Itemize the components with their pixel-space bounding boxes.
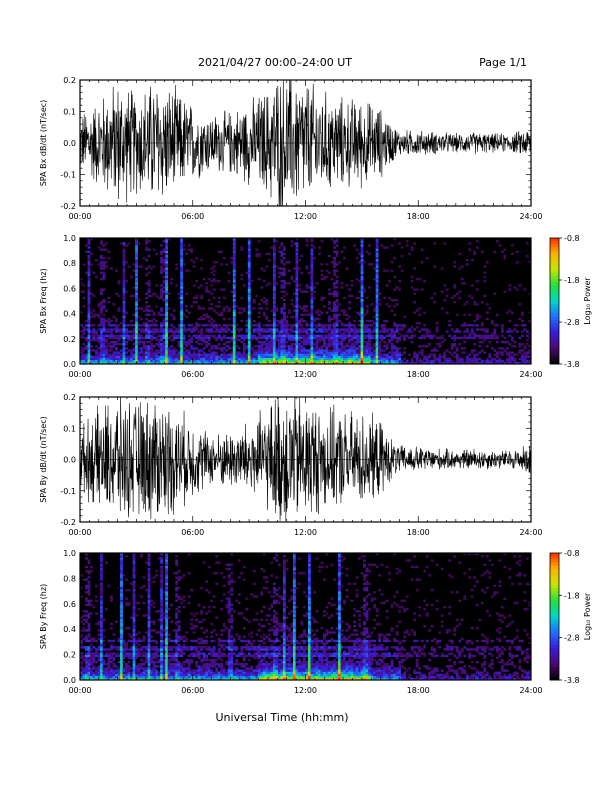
plot-area-3 <box>80 391 531 521</box>
panels: 00:00 06:00 12:00 18:00 24:00 -0.2 -0.1 0.0 0.1 0… <box>39 76 592 695</box>
y-tick-label-4-3: 0.6 <box>63 600 76 609</box>
plot-area-2 <box>80 238 531 364</box>
colorbar-tick-label-4-2: -2.8 <box>564 634 580 643</box>
colorbar-2: -0.8 -1.8 -2.8 -3.8 Log₁₀ Power <box>550 234 592 369</box>
y-tick-label-4-4: 0.8 <box>63 574 76 583</box>
x-tick-label-3-4: 24:00 <box>519 528 542 537</box>
y-tick-label-1-0: -0.2 <box>60 202 76 211</box>
colorbar-tick-label-2-1: -1.8 <box>564 276 580 285</box>
y-tick-label-1-3: 0.1 <box>63 108 76 117</box>
figure-title: 2021/04/27 00:00–24:00 UT <box>198 56 352 69</box>
colorbar-label-2: Log₁₀ Power <box>583 277 592 325</box>
x-tick-label-1-0: 00:00 <box>68 212 91 221</box>
x-tick-label-4-4: 24:00 <box>519 686 542 695</box>
x-tick-label-2-3: 18:00 <box>407 370 430 379</box>
y-axis-title-1: SPA Bx dB/dt (nT/sec) <box>39 100 48 187</box>
x-tick-label-2-0: 00:00 <box>68 370 91 379</box>
x-tick-label-4-0: 00:00 <box>68 686 91 695</box>
y-tick-label-1-4: 0.2 <box>63 76 76 85</box>
y-tick-label-4-1: 0.2 <box>63 651 76 660</box>
plot-area-1 <box>80 78 531 211</box>
panel-2: -0.8 -1.8 -2.8 -3.8 Log₁₀ Power 00:00 06:00 12:… <box>39 234 592 379</box>
x-tick-label-2-2: 12:00 <box>294 370 317 379</box>
x-tick-label-3-2: 12:00 <box>294 528 317 537</box>
colorbar-tick-label-2-0: -0.8 <box>564 234 580 243</box>
x-tick-label-4-1: 06:00 <box>181 686 204 695</box>
y-axis-title-2: SPA Bx Freq (hz) <box>39 268 48 333</box>
y-tick-label-2-5: 1.0 <box>63 234 76 243</box>
trace-line-3 <box>80 391 531 521</box>
y-tick-label-4-2: 0.4 <box>63 625 76 634</box>
y-tick-label-2-2: 0.4 <box>63 310 76 319</box>
x-tick-label-2-4: 24:00 <box>519 370 542 379</box>
trace-line-1 <box>80 78 531 211</box>
y-axis-title-4: SPA By Freq (hz) <box>39 584 48 649</box>
colorbar-tick-label-4-3: -3.8 <box>564 676 580 685</box>
panel-3: 00:00 06:00 12:00 18:00 24:00 -0.2 -0.1 0.0 0.1 0… <box>39 391 543 537</box>
x-tick-label-1-3: 18:00 <box>407 212 430 221</box>
x-tick-label-1-1: 06:00 <box>181 212 204 221</box>
colorbar-tick-label-2-3: -3.8 <box>564 360 580 369</box>
page-indicator: Page 1/1 <box>479 56 527 69</box>
x-tick-label-1-4: 24:00 <box>519 212 542 221</box>
y-tick-label-4-0: 0.0 <box>63 676 76 685</box>
x-tick-label-4-3: 18:00 <box>407 686 430 695</box>
panel-1: 00:00 06:00 12:00 18:00 24:00 -0.2 -0.1 0.0 0.1 0… <box>39 76 543 221</box>
colorbar-tick-label-4-1: -1.8 <box>564 591 580 600</box>
y-tick-label-4-5: 1.0 <box>63 549 76 558</box>
y-tick-label-1-1: -0.1 <box>60 171 76 180</box>
x-axis-title: Universal Time (hh:mm) <box>216 711 349 724</box>
y-tick-label-2-4: 0.8 <box>63 259 76 268</box>
y-tick-label-3-4: 0.2 <box>63 393 76 402</box>
plot-area-4 <box>80 553 531 680</box>
y-tick-label-2-3: 0.6 <box>63 284 76 293</box>
colorbar-label-4: Log₁₀ Power <box>583 592 592 640</box>
y-tick-label-2-0: 0.0 <box>63 360 76 369</box>
y-tick-label-3-3: 0.1 <box>63 424 76 433</box>
x-tick-label-1-2: 12:00 <box>294 212 317 221</box>
colorbar-tick-label-4-0: -0.8 <box>564 549 580 558</box>
x-tick-label-3-1: 06:00 <box>181 528 204 537</box>
y-tick-label-3-2: 0.0 <box>63 456 76 465</box>
x-tick-label-3-3: 18:00 <box>407 528 430 537</box>
colorbar-4: -0.8 -1.8 -2.8 -3.8 Log₁₀ Power <box>550 549 592 685</box>
y-tick-label-3-1: -0.1 <box>60 487 76 496</box>
x-tick-label-2-1: 06:00 <box>181 370 204 379</box>
y-axis-title-3: SPA By dB/dt (nT/sec) <box>39 416 48 503</box>
x-tick-label-3-0: 00:00 <box>68 528 91 537</box>
x-tick-label-4-2: 12:00 <box>294 686 317 695</box>
y-tick-label-3-0: -0.2 <box>60 518 76 527</box>
colorbar-tick-label-2-2: -2.8 <box>564 318 580 327</box>
y-tick-label-2-1: 0.2 <box>63 335 76 344</box>
panel-4: -0.8 -1.8 -2.8 -3.8 Log₁₀ Power 00:00 06:00 12:… <box>39 549 592 695</box>
y-tick-label-1-2: 0.0 <box>63 139 76 148</box>
